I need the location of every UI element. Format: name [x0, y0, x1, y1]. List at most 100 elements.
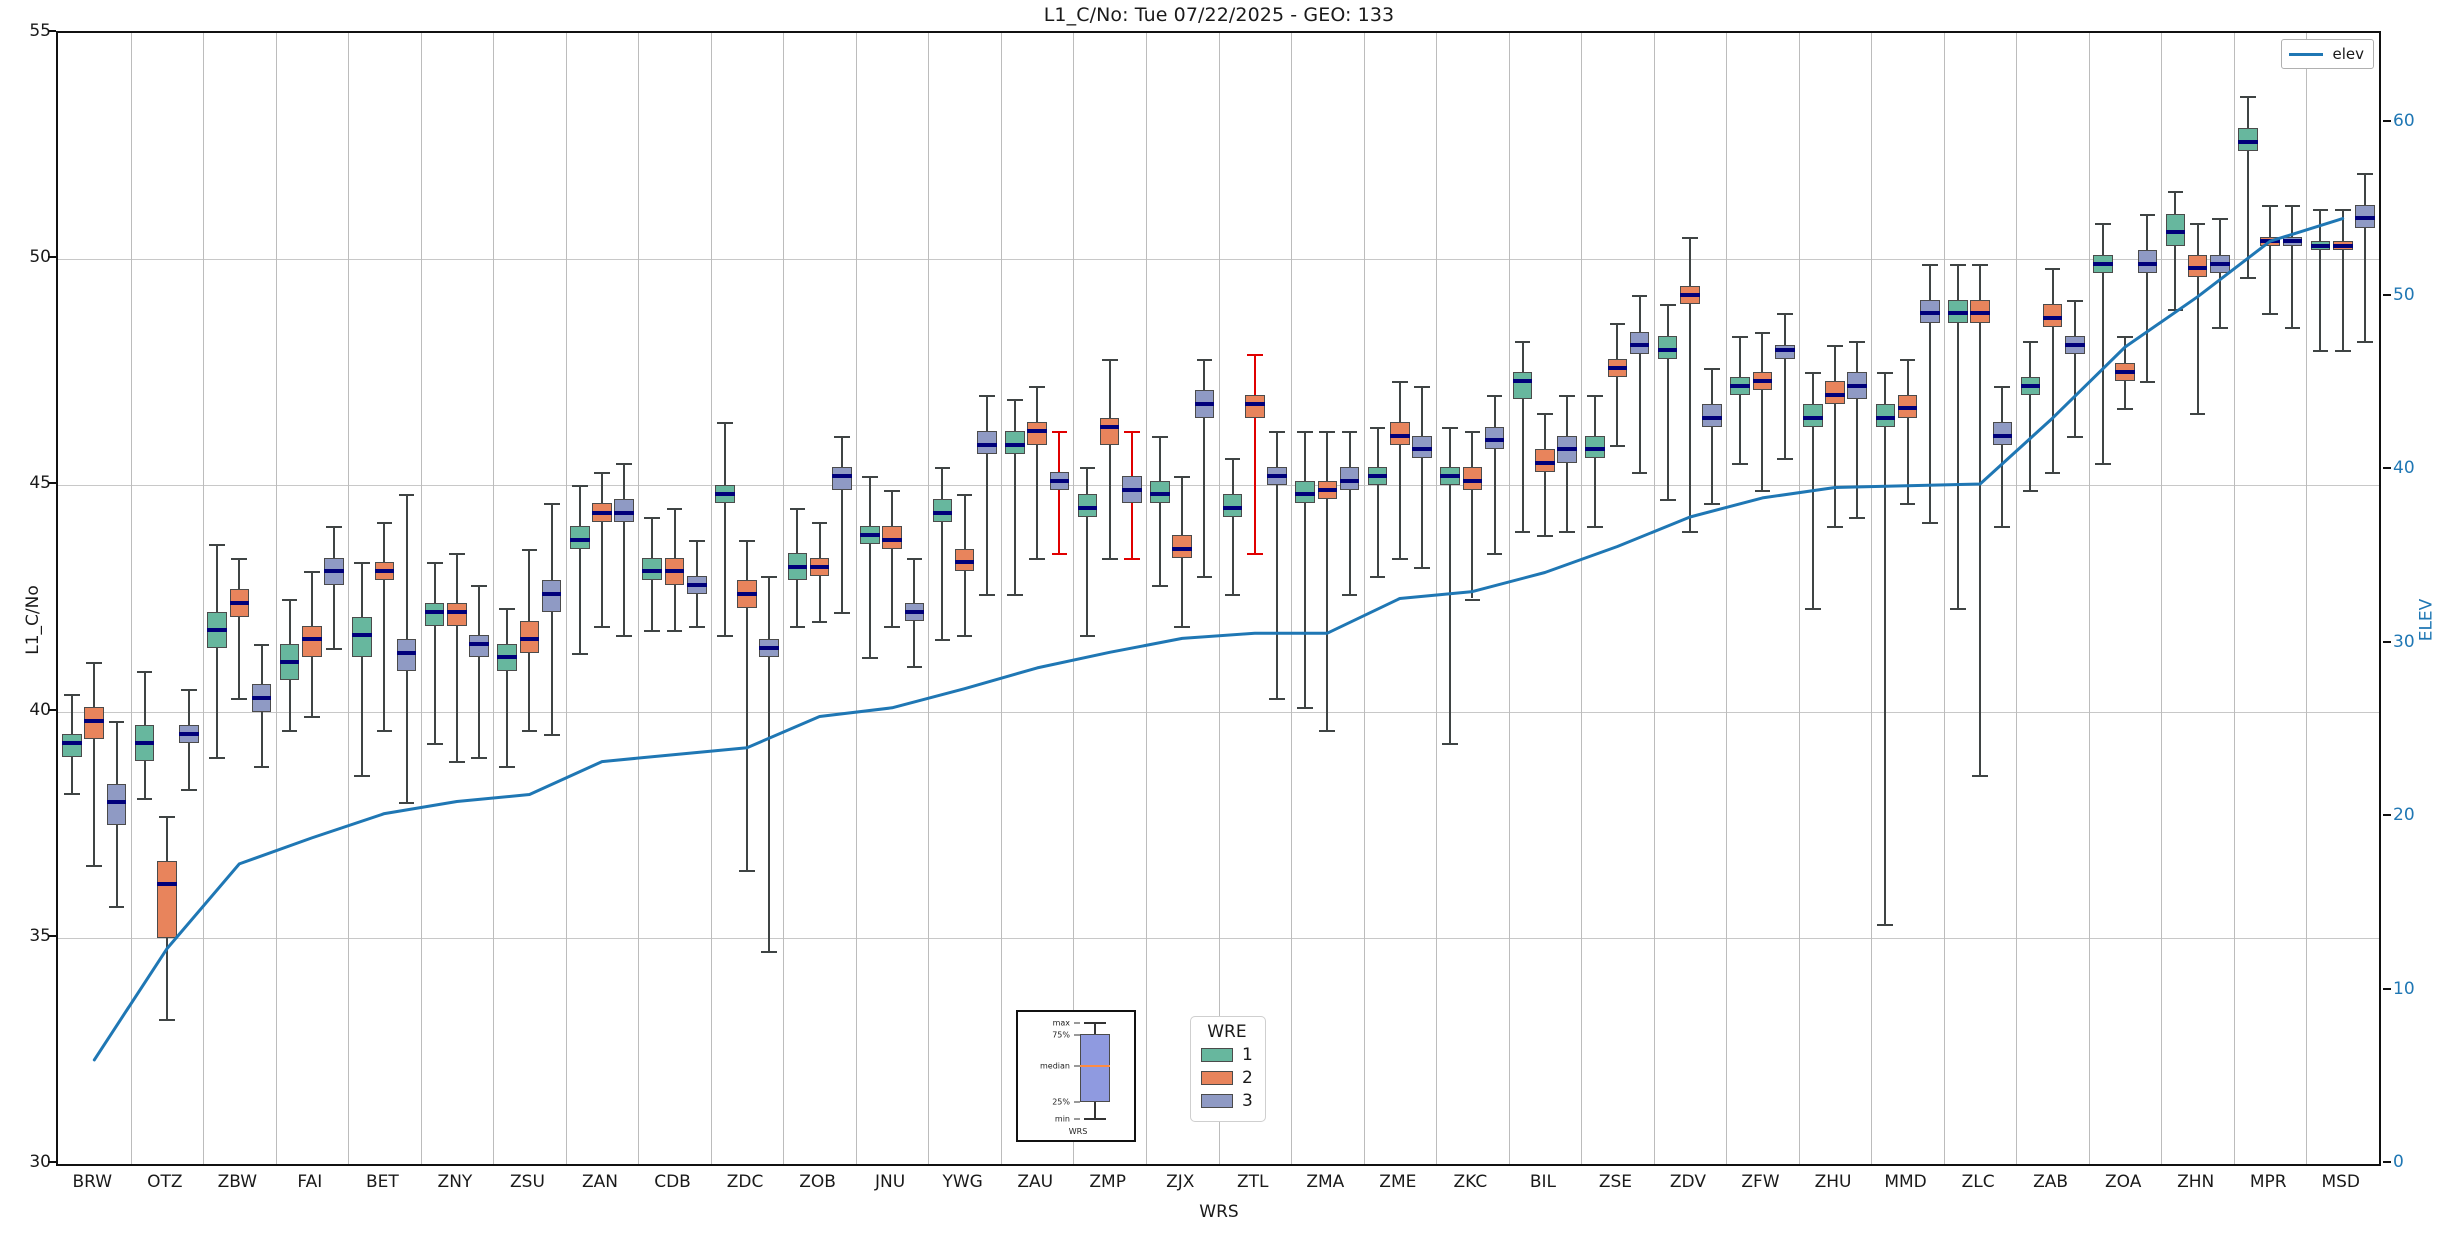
whisker-lower [941, 521, 944, 640]
cap-max [862, 476, 878, 479]
whisker-upper [1906, 358, 1909, 395]
boxplot-box[interactable] [1150, 480, 1170, 504]
boxplot-median [569, 537, 590, 542]
boxplot-box[interactable] [1585, 435, 1605, 459]
wre-legend-swatch-icon [1201, 1071, 1233, 1085]
boxplot-box[interactable] [2042, 304, 2063, 328]
boxplot-box[interactable] [2187, 254, 2208, 278]
boxplot-box[interactable] [469, 634, 489, 658]
boxplot-box[interactable] [614, 498, 634, 522]
boxplot-box[interactable] [569, 526, 590, 549]
cap-min [1631, 471, 1648, 474]
wre-legend-item-2[interactable]: 2 [1201, 1068, 1253, 1088]
wre-legend-item-3[interactable]: 3 [1201, 1091, 1253, 1111]
boxplot-box[interactable] [1919, 299, 1940, 323]
cap-min [1174, 625, 1191, 628]
boxplot-median [374, 569, 395, 574]
boxplot-box[interactable] [1077, 494, 1098, 518]
whisker-lower [1036, 444, 1039, 558]
boxplot-box[interactable] [954, 548, 975, 572]
boxplot-median [664, 569, 685, 574]
elev-legend[interactable]: elev [2281, 39, 2374, 69]
boxplot-box[interactable] [1629, 331, 1650, 355]
whisker-upper [1304, 431, 1307, 481]
boxplot-median [207, 628, 227, 633]
boxplot-box[interactable] [157, 860, 177, 938]
boxplot-box[interactable] [832, 467, 852, 490]
whisker-upper [2196, 223, 2199, 255]
boxplot-box[interactable] [396, 639, 417, 671]
whisker-upper [891, 489, 894, 527]
whisker-upper [1203, 358, 1206, 391]
cap-max [2189, 223, 2206, 225]
x-tick-label-zjx: ZJX [1166, 1172, 1195, 1192]
x-tick-label-mpr: MPR [2249, 1172, 2287, 1192]
boxplot-median [882, 537, 902, 542]
boxplot-median [1367, 474, 1388, 479]
boxplot-box[interactable] [1484, 426, 1505, 450]
boxplot-box[interactable] [882, 526, 902, 549]
cap-min [761, 951, 778, 954]
boxplot-box[interactable] [1462, 467, 1483, 490]
whisker-lower [361, 657, 364, 775]
boxplot-box[interactable] [2137, 250, 2158, 273]
boxplot-box[interactable] [62, 734, 82, 757]
boxplot-box[interactable] [1535, 449, 1555, 472]
whisker-upper [840, 435, 843, 468]
boxplot-median [2020, 383, 2041, 388]
whisker-upper [2363, 173, 2366, 205]
gridline-vertical [275, 33, 277, 1164]
boxplot-box[interactable] [1099, 417, 1120, 445]
boxplot-box[interactable] [1970, 299, 1990, 323]
x-tick-label-zhu: ZHU [1814, 1172, 1852, 1192]
boxplot-box[interactable] [1222, 494, 1243, 518]
whisker-lower [1666, 358, 1669, 499]
boxplot-box[interactable] [352, 616, 372, 658]
boxplot-box[interactable] [541, 580, 562, 613]
boxplot-box[interactable] [1512, 372, 1533, 400]
wre-legend[interactable]: WRE 1 2 3 [1190, 1016, 1266, 1122]
boxplot-box[interactable] [519, 621, 540, 653]
boxplot-median [1680, 293, 1700, 298]
whisker-lower [478, 657, 481, 757]
boxplot-median [787, 564, 808, 569]
boxplot-box[interactable] [1948, 299, 1968, 323]
cap-max [1391, 381, 1408, 384]
boxplot-box[interactable] [447, 603, 467, 626]
cap-max [1029, 385, 1045, 388]
cap-min [1682, 530, 1698, 533]
boxplot-median [2042, 316, 2063, 320]
boxplot-box[interactable] [1825, 381, 1845, 404]
boxplot-box[interactable] [2165, 213, 2186, 246]
boxplot-box[interactable] [1172, 535, 1193, 558]
cap-max [499, 607, 516, 610]
boxplot-box[interactable] [2238, 128, 2258, 151]
boxplot-box[interactable] [1244, 394, 1265, 418]
boxplot-box[interactable] [1027, 422, 1047, 445]
boxplot-box[interactable] [1005, 431, 1025, 454]
boxplot-median [352, 632, 372, 637]
boxplot-box[interactable] [1992, 422, 2013, 445]
boxplot-box[interactable] [2355, 204, 2375, 228]
wre-legend-item-1[interactable]: 1 [1201, 1045, 1253, 1065]
boxplot-box[interactable] [106, 783, 127, 825]
boxplot-median [1267, 474, 1287, 479]
cap-min [616, 634, 633, 637]
boxplot-box[interactable] [642, 557, 663, 581]
boxplot-box[interactable] [84, 707, 105, 739]
cap-min [1224, 593, 1241, 596]
boxplot-box[interactable] [1295, 480, 1315, 504]
boxplot-box[interactable] [1875, 403, 1896, 427]
boxplot-box[interactable] [977, 431, 997, 454]
boxplot-box[interactable] [1802, 403, 1823, 427]
boxplot-box[interactable] [302, 625, 322, 658]
boxplot-box[interactable] [1657, 336, 1678, 359]
boxplot-box[interactable] [1897, 394, 1918, 418]
boxplot-box[interactable] [1390, 422, 1410, 445]
boxplot-box[interactable] [932, 498, 953, 522]
boxplot-box[interactable] [1339, 467, 1360, 490]
boxplot-box[interactable] [1702, 403, 1722, 427]
whisker-lower [1471, 489, 1474, 599]
boxplot-box[interactable] [1412, 435, 1432, 459]
boxplot-box[interactable] [424, 603, 445, 626]
